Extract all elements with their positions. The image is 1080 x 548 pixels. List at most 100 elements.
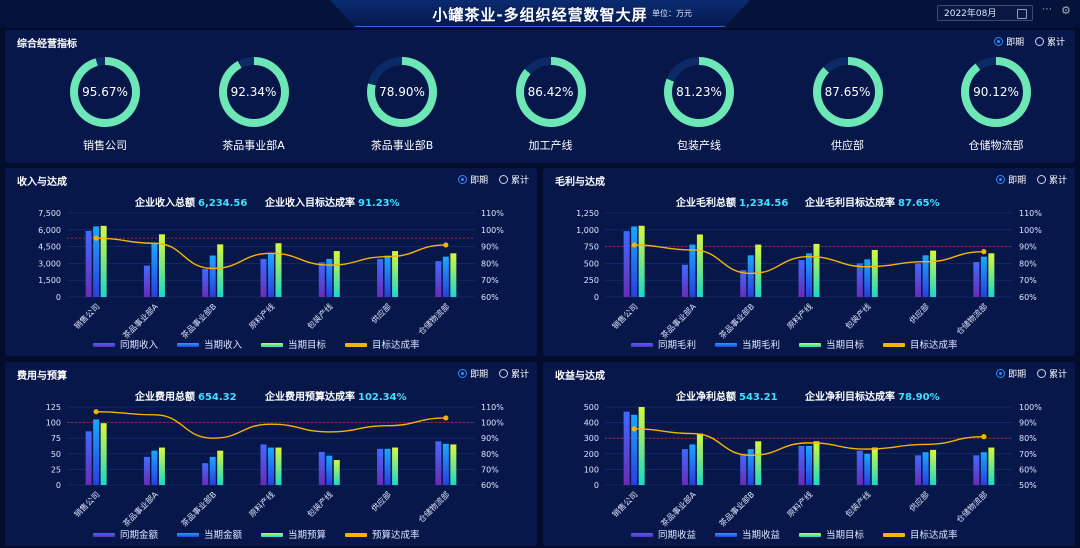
bar-prev [623,411,630,485]
radio-dot-icon [996,175,1006,184]
radio-current[interactable]: 即期 [994,35,1024,48]
bar-cur [806,446,812,485]
overview-radios: 即期 累计 [986,35,1065,49]
bar-target [275,447,282,485]
y-tick-label: 100 [584,465,599,474]
legend-swatch [799,343,821,347]
kpi-ring: 86.42% [515,57,586,127]
net-profit-rate: 企业净利目标达成率 78.90% [805,392,940,403]
y2-tick-label: 60% [481,481,499,490]
kpi-name: 供应部 [831,139,864,152]
bar-cur [268,253,274,297]
y-tick-label: 1,000 [576,226,599,235]
rate-point [443,242,449,248]
radio-dot-icon [1036,369,1046,378]
title-band [330,0,750,27]
bar-target [813,441,820,485]
category-label: 原料产线 [785,301,815,331]
bar-target [333,251,340,297]
bar-cur [922,452,929,485]
bar-target [871,447,878,485]
radio-dot-icon [458,369,468,378]
bar-prev [856,450,863,485]
legend-label: 当期收入 [204,339,243,351]
bar-cur [442,443,449,485]
rate-line [634,244,984,275]
date-picker[interactable]: 2022年08月 [937,5,1033,21]
y2-tick-label: 80% [1019,434,1037,443]
radio-current[interactable]: 即期 [458,173,488,186]
legend-label: 同期金额 [120,529,159,541]
y2-tick-label: 100% [1019,226,1042,235]
legend-label: 同期毛利 [658,339,696,351]
bar-prev [318,451,325,485]
y2-tick-label: 70% [1019,276,1037,285]
bar-target [755,441,762,485]
bar-target [100,225,107,297]
bar-cur [151,450,158,485]
radio-current[interactable]: 即期 [996,367,1026,380]
legend-label: 同期收益 [658,529,697,541]
category-label: 茶品事业部A [121,489,161,529]
bar-cur [631,226,638,297]
y2-tick-label: 100% [481,226,504,235]
radio-dot-icon [1036,175,1046,184]
bar-prev [681,449,688,485]
bar-target [217,244,224,297]
legend-swatch [177,533,199,537]
bar-cur [747,449,754,485]
y-tick-label: 300 [584,434,599,443]
y2-tick-label: 100% [1019,403,1042,412]
bar-cur [384,255,391,297]
gear-icon[interactable]: ⚙ [1061,4,1071,17]
bar-prev [377,258,384,297]
bar-target [333,460,340,485]
radio-cumulative[interactable]: 累计 [498,367,529,380]
bar-prev [202,463,209,485]
bar-prev [260,444,267,485]
radio-cumulative[interactable]: 累计 [1036,173,1067,186]
bar-cur [442,256,449,297]
gross-profit-chart: 0 250 500 750 1,000 1,250 60% 70% 80% 90% 100% 110%… [576,209,1042,351]
category-label: 茶品事业部A [659,489,699,529]
rate-line [634,428,984,457]
legend-swatch [93,343,115,347]
revenue-panel: 收入与达成 即期 累计 企业收入总额 6,234.56 企业收入目标达成率 91.2… [5,168,537,356]
rate-line [96,410,446,439]
y2-tick-label: 90% [1019,243,1037,252]
bar-cur [93,419,100,485]
radio-current[interactable]: 即期 [996,173,1026,186]
bar-prev [681,264,688,297]
legend-label: 当期毛利 [742,339,780,351]
rate-point [93,235,99,241]
y-tick-label: 0 [594,293,599,302]
rate-line [96,237,446,270]
legend-label: 目标达成率 [910,529,958,541]
bar-prev [798,260,805,297]
radio-cumulative[interactable]: 累计 [1036,367,1067,380]
bar-cur [689,244,696,297]
net-profit-title: 收益与达成 [555,371,605,382]
kpi-card: 92.34% 茶品事业部A [194,57,314,153]
bar-prev [143,456,150,485]
bar-prev [260,258,267,297]
kpi-value: 90.12% [973,85,1019,99]
category-label: 茶品事业部A [121,301,161,341]
bar-cur [864,453,871,485]
legend-label: 当期收益 [742,529,781,541]
expense-panel: 费用与预算 即期 累计 企业费用总额 654.32 企业费用预算达成率 102.34… [5,362,537,546]
bar-target [930,250,937,297]
category-label: 原料产线 [247,489,277,519]
category-label: 仓储物流部 [416,489,451,524]
bar-target [217,450,224,485]
y-tick-label: 1,250 [576,209,599,218]
kpi-value: 78.90% [379,85,425,99]
radio-current[interactable]: 即期 [458,367,488,380]
more-icon[interactable]: ⋯ [1042,4,1052,15]
kpi-name: 茶品事业部B [370,139,434,152]
y2-tick-label: 80% [481,259,499,268]
radio-cumulative[interactable]: 累计 [498,173,529,186]
y2-tick-label: 90% [481,243,499,252]
radio-cumulative[interactable]: 累计 [1034,35,1065,48]
kpi-ring: 92.34% [218,57,289,127]
